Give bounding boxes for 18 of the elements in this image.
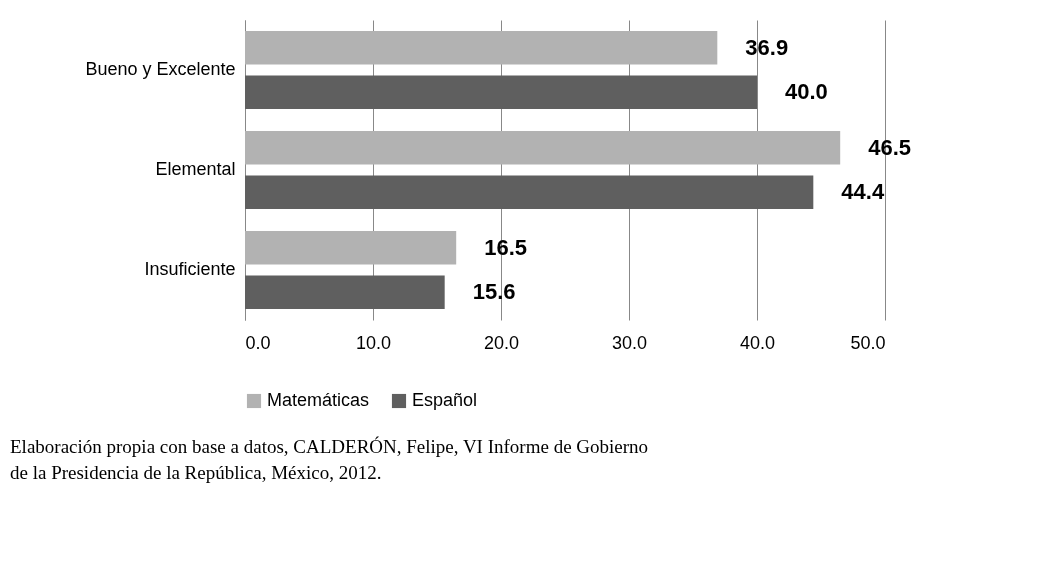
x-tick-label: 20.0 <box>483 332 520 353</box>
y-tick-label: Insuficiente <box>144 259 236 279</box>
data-label: 46.5 <box>868 134 912 160</box>
y-tick-label: Elemental <box>155 159 236 179</box>
x-tick-label: 10.0 <box>355 332 392 353</box>
x-tick-label: 40.0 <box>739 332 776 353</box>
legend-label: Matemáticas <box>267 390 370 410</box>
data-label: 36.9 <box>745 34 789 60</box>
data-label: 16.5 <box>484 234 528 260</box>
legend-label: Español <box>412 390 478 410</box>
x-tick-label: 50.0 <box>850 332 886 353</box>
data-label: 44.4 <box>841 179 885 205</box>
x-tick-label: 30.0 <box>611 332 648 353</box>
x-tick-label: 0.0 <box>245 332 271 353</box>
text: Elaboración propia con base a datos, CALDERÓN, Felipe, VI Informe de Gobierno de la Presidencia de la República, México, 2012. <box>10 436 649 483</box>
y-tick-label: Bueno y Excelente <box>85 59 236 79</box>
data-label: 40.0 <box>785 79 828 105</box>
data-label: 15.6 <box>472 279 516 305</box>
